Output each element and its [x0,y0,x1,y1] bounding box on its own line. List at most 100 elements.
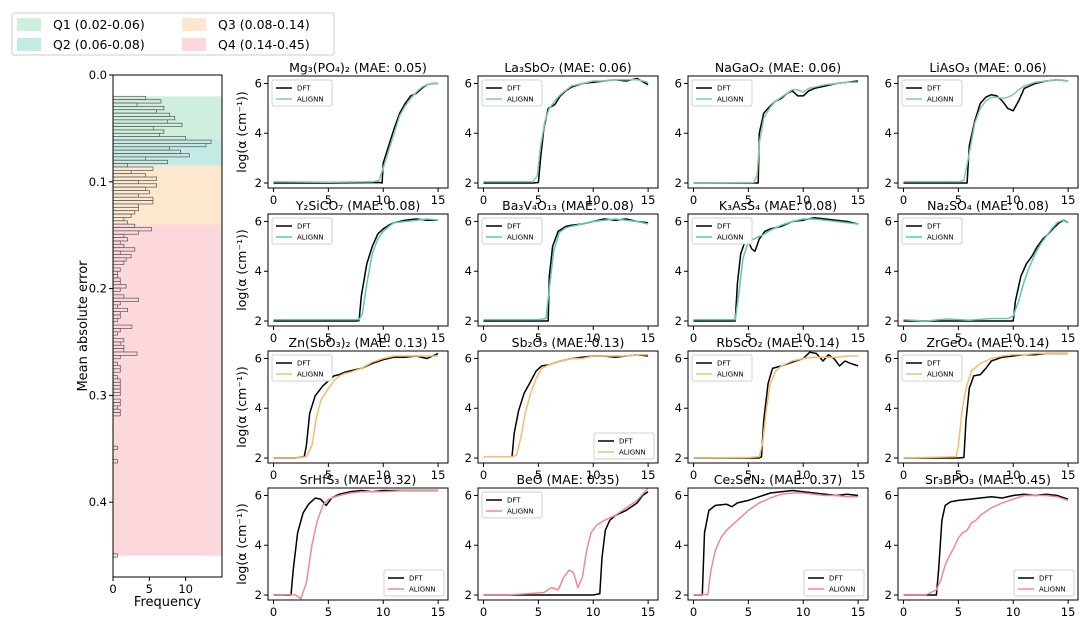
series-line-alignn [903,494,1069,596]
panel-title: Sb₂O₃ (MAE: 0.13) [512,335,625,350]
panel-9: 0 5 10 15 2 4 6 Zn(SbO₃)₂ (MAE: 0.13) log(α (cm⁻… [234,335,449,482]
hist-bar [112,136,187,141]
x-tick-label: 15 [431,331,446,345]
x-tick-label: 10 [376,193,391,207]
y-tick-label: 4 [255,126,262,140]
panel-4: 0 5 10 15 2 4 6 LiAsO₃ (MAE: 0.06) DFT ALIGNN [885,60,1079,207]
hist-bar [112,378,121,383]
x-tick-label: 15 [641,193,656,207]
legend-swatch-q2 [17,38,41,51]
x-tick-label: 15 [851,331,866,345]
series-line-alignn [273,489,439,600]
panel-legend: DFT ALIGNN [691,354,753,382]
hist-bar [112,95,147,100]
quartile-legend: Q1 (0.02-0.06) Q2 (0.06-0.08) Q3 (0.08-0… [11,12,335,56]
y-tick-label: 2 [255,176,262,190]
x-tick-label: 5 [535,468,542,482]
panel-title: Ce₂SeN₂ (MAE: 0.37) [714,472,842,487]
panel-legend: DFT ALIGNN [271,354,333,382]
panel-title: LiAsO₃ (MAE: 0.06) [929,60,1046,75]
x-tick-label: 5 [535,193,542,207]
hist-bar [112,156,147,161]
y-tick-label: 4 [465,264,472,278]
y-tick-label: 6 [255,488,262,502]
x-tick-label: 0 [900,193,907,207]
x-tick-label: 10 [376,331,391,345]
hist-bar [112,348,125,353]
y-tick-label: 6 [675,76,682,90]
legend-label-alignn: ALIGNN [927,96,954,104]
y-tick-label: 4 [675,126,682,140]
series-line-alignn [693,492,859,596]
hist-bar [112,392,121,397]
hist-bar [112,277,121,282]
legend-swatch-q4 [182,38,206,51]
y-tick-label: 6 [465,76,472,90]
legend-label-dft: DFT [507,223,521,231]
legend-swatch-q3 [182,18,206,31]
x-tick-label: 10 [586,605,601,619]
hist-bar [112,405,118,410]
x-tick-label: 10 [376,468,391,482]
panel-10: 0 5 10 15 2 4 6 Sb₂O₃ (MAE: 0.13) DFT ALIGNN [465,335,659,482]
panel-2: 0 5 10 15 2 4 6 La₃SbO₇ (MAE: 0.06) DFT ALIGNN [465,60,659,207]
y-tick-label: 2 [255,314,262,328]
legend-label-dft: DFT [297,85,311,93]
y-tick-label: 2 [255,588,262,602]
hist-bar [112,317,118,323]
hist-bar [112,200,154,205]
panel-title: K₃AsS₄ (MAE: 0.08) [719,198,837,213]
panel-5: 0 5 10 15 2 4 6 Y₂SiCO₇ (MAE: 0.08) log(α (cm⁻¹)… [234,198,449,345]
y-tick-label: 4 [675,401,682,415]
hist-bar [112,166,154,171]
y-tick-label: 2 [675,176,682,190]
hist-bar [112,153,190,158]
x-tick-label: 5 [325,605,332,619]
y-tick-label: 6 [465,488,472,502]
hist-bar [112,237,128,242]
panel-frame [477,75,659,189]
series-line-alignn [273,218,439,321]
panel-6: 0 5 10 15 2 4 6 Ba₃V₄O₁₃ (MAE: 0.08) DFT ALIGNN [465,198,659,345]
panel-legend: DFT ALIGNN [271,217,333,245]
y-tick-label: 2 [465,314,472,328]
hist-bar [112,223,136,228]
y-tick-label: 4 [255,264,262,278]
hist-bar [112,281,121,286]
panel-11: 0 5 10 15 2 4 6 RbScO₂ (MAE: 0.14) DFT ALIGNN [675,335,869,482]
x-tick-label: 10 [796,193,811,207]
panel-frame [477,350,659,464]
y-tick-label: 6 [675,488,682,502]
panel-y-axis-label: log(α (cm⁻¹)) [234,91,249,172]
legend-label-alignn: ALIGNN [927,234,954,242]
panel-legend: DFT ALIGNN [803,569,865,597]
series-line-dft [693,489,859,596]
panel-title: SrHfS₃ (MAE: 0.32) [300,472,417,487]
y-tick-label: 2 [885,451,892,465]
hist-bar [112,119,168,124]
series-line-alignn [273,82,439,184]
legend-label-alignn: ALIGNN [297,96,324,104]
panel-13: 0 5 10 15 2 4 6 SrHfS₃ (MAE: 0.32) log(α (cm⁻¹))… [234,472,449,619]
x-tick-label: 0 [900,605,907,619]
hist-bar [112,257,127,262]
hist-bar [112,240,121,245]
legend-label-alignn: ALIGNN [297,234,324,242]
y-tick-label: 4 [255,538,262,552]
series-line-dft [483,491,649,596]
y-tick-label: 6 [465,214,472,228]
panel-title: Mg₃(PO₄)₂ (MAE: 0.05) [289,60,427,75]
x-tick-label: 5 [955,193,962,207]
legend-label-dft: DFT [507,497,521,505]
x-tick-label: 5 [325,331,332,345]
y-tick-label: 6 [675,214,682,228]
x-tick-label: 15 [1061,193,1076,207]
hist-bar [112,126,155,131]
legend-label-alignn: ALIGNN [717,96,744,104]
y-tick-label: 2 [255,451,262,465]
hist-bar [112,260,125,265]
panel-frame [897,75,1079,189]
hist-bar [112,139,212,144]
panel-frame [897,350,1079,464]
x-tick-label: 15 [1061,468,1076,482]
